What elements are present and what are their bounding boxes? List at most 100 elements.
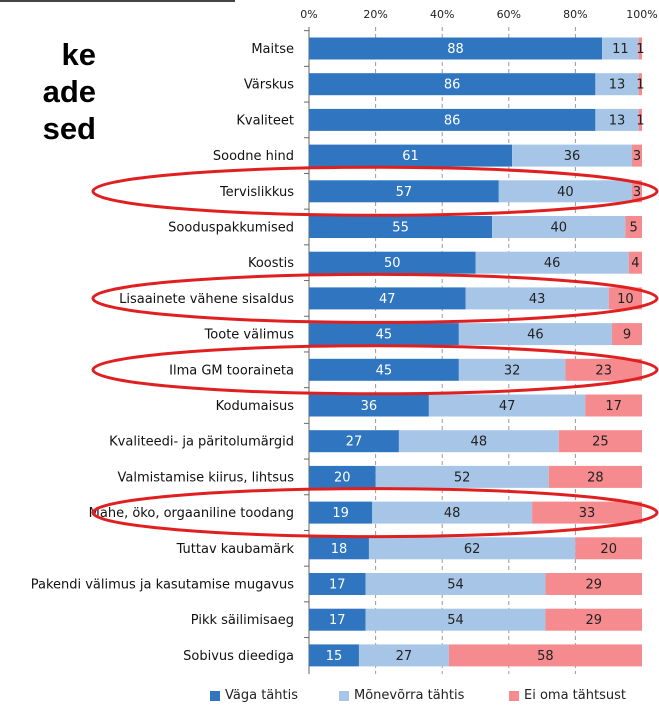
bar-segment bbox=[309, 216, 493, 238]
bar-segment bbox=[365, 573, 546, 595]
bar-segment bbox=[309, 37, 603, 60]
category-label: Kodumaisus bbox=[216, 399, 295, 414]
legend-swatch bbox=[339, 690, 349, 701]
highlight-ellipse bbox=[91, 272, 659, 324]
data-label: 29 bbox=[585, 613, 602, 628]
data-label: 45 bbox=[376, 363, 393, 378]
data-label: 36 bbox=[361, 399, 378, 414]
bar-segment bbox=[565, 358, 642, 381]
bar-segment bbox=[309, 251, 476, 274]
data-label: 28 bbox=[587, 470, 604, 485]
bar-segment bbox=[632, 180, 642, 203]
data-label: 3 bbox=[633, 185, 641, 200]
chart-legend: Väga tähtis Mõnevõrra tähtis Ei oma täht… bbox=[0, 688, 659, 708]
data-label: 19 bbox=[332, 506, 349, 521]
data-label: 13 bbox=[609, 78, 626, 93]
bar-segment bbox=[585, 394, 642, 417]
x-tick-label: 20% bbox=[363, 8, 387, 21]
bar-segment bbox=[548, 465, 642, 488]
data-label: 88 bbox=[447, 42, 464, 57]
bar-segment bbox=[309, 73, 596, 96]
highlight-ellipse bbox=[91, 165, 659, 217]
bar-segment bbox=[628, 251, 642, 274]
data-label: 54 bbox=[447, 578, 464, 593]
bar-segment bbox=[448, 644, 642, 667]
category-label: Lisaainete vähene sisaldus bbox=[119, 292, 294, 307]
x-tick-label: 0% bbox=[300, 8, 317, 21]
highlight-ellipse bbox=[91, 487, 659, 539]
bar-segment bbox=[638, 37, 642, 60]
bar-segment bbox=[512, 144, 633, 167]
data-label: 32 bbox=[504, 363, 521, 378]
bar-segment bbox=[309, 323, 459, 346]
data-label: 1 bbox=[636, 78, 644, 93]
bar-segment bbox=[375, 465, 549, 488]
legend-item-very-important: Väga tähtis bbox=[210, 688, 298, 703]
bar-segment bbox=[309, 537, 369, 560]
bar-segment bbox=[309, 358, 459, 381]
heading-line: sed bbox=[42, 111, 96, 146]
bar-segment bbox=[309, 573, 366, 595]
category-label: Valmistamise kiirus, lihtsus bbox=[118, 470, 295, 485]
data-label: 58 bbox=[537, 649, 554, 664]
legend-item-somewhat-important: Mõnevõrra tähtis bbox=[339, 688, 464, 703]
category-label: Värskus bbox=[244, 78, 294, 93]
category-label: Ilma GM tooraineta bbox=[169, 363, 294, 378]
category-label: Soodne hind bbox=[213, 149, 294, 164]
data-label: 4 bbox=[631, 256, 639, 271]
data-label: 9 bbox=[623, 328, 631, 343]
data-label: 47 bbox=[379, 292, 396, 307]
bar-segment bbox=[625, 216, 642, 238]
data-label: 54 bbox=[447, 613, 464, 628]
category-label: Sobivus dieediga bbox=[183, 649, 294, 664]
data-label: 52 bbox=[454, 470, 471, 485]
bar-segment bbox=[638, 73, 642, 96]
bar-segment bbox=[398, 430, 559, 453]
data-label: 17 bbox=[329, 578, 346, 593]
category-label: Pikk säilimisaeg bbox=[191, 613, 294, 628]
data-label: 1 bbox=[636, 113, 644, 128]
data-label: 23 bbox=[595, 363, 612, 378]
bar-segment bbox=[458, 358, 566, 381]
legend-label: Mõnevõrra tähtis bbox=[354, 688, 465, 703]
data-label: 3 bbox=[633, 149, 641, 164]
bar-segment bbox=[532, 501, 642, 524]
data-label: 48 bbox=[471, 435, 488, 450]
bar-segment bbox=[309, 144, 513, 167]
bar-segment bbox=[309, 644, 359, 667]
bar-segment bbox=[368, 537, 576, 560]
data-label: 48 bbox=[444, 506, 461, 521]
data-label: 10 bbox=[617, 292, 634, 307]
bar-segment bbox=[309, 608, 366, 631]
bar-segment bbox=[365, 608, 546, 631]
legend-item-not-important: Ei oma tähtsust bbox=[509, 688, 626, 703]
category-label: Maitse bbox=[251, 42, 294, 57]
data-label: 62 bbox=[464, 542, 481, 557]
bar-segment bbox=[558, 430, 642, 453]
bar-segment bbox=[309, 501, 373, 524]
legend-swatch bbox=[210, 690, 220, 701]
bar-segment bbox=[309, 465, 376, 488]
data-label: 45 bbox=[376, 328, 393, 343]
bar-segment bbox=[309, 287, 466, 310]
data-label: 1 bbox=[636, 42, 644, 57]
data-label: 20 bbox=[600, 542, 617, 557]
data-label: 46 bbox=[544, 256, 561, 271]
data-label: 15 bbox=[326, 649, 343, 664]
x-tick-label: 80% bbox=[563, 8, 587, 21]
category-label: Toote välimus bbox=[204, 328, 295, 343]
bar-segment bbox=[575, 537, 642, 560]
data-label: 11 bbox=[612, 42, 629, 57]
data-label: 17 bbox=[329, 613, 346, 628]
bar-segment bbox=[309, 180, 499, 203]
legend-label: Väga tähtis bbox=[225, 688, 298, 703]
data-label: 46 bbox=[527, 328, 544, 343]
heading-line: ke bbox=[61, 37, 96, 72]
data-label: 5 bbox=[630, 221, 638, 236]
category-label: Kvaliteedi- ja päritolumärgid bbox=[109, 435, 294, 450]
x-tick-label: 40% bbox=[430, 8, 454, 21]
bar-segment bbox=[638, 108, 642, 131]
data-label: 20 bbox=[334, 470, 351, 485]
category-label: Tervislikkus bbox=[219, 185, 294, 200]
